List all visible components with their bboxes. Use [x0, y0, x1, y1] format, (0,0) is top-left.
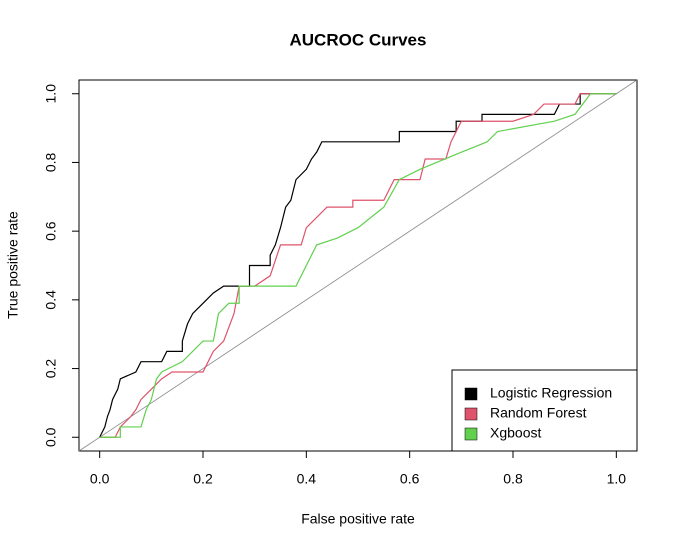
legend-label: Logistic Regression — [490, 385, 612, 401]
y-tick-label: 0.2 — [43, 359, 59, 379]
y-tick-label: 0.0 — [43, 427, 59, 447]
y-tick-label: 1.0 — [43, 84, 59, 104]
x-axis-label: False positive rate — [301, 511, 415, 527]
legend-label: Random Forest — [490, 405, 587, 421]
x-tick-label: 0.6 — [400, 471, 420, 487]
x-tick-label: 0.8 — [503, 471, 523, 487]
legend-swatch — [464, 427, 478, 441]
legend-box — [451, 369, 638, 452]
roc-curve — [99, 93, 617, 438]
roc-curve — [99, 93, 617, 438]
y-tick-label: 0.4 — [43, 290, 59, 310]
y-axis-label: True positive rate — [5, 211, 21, 319]
diagonal — [78, 79, 638, 452]
y-tick-label: 0.8 — [43, 153, 59, 173]
x-tick-label: 0.0 — [90, 471, 110, 487]
x-tick-label: 0.4 — [297, 471, 317, 487]
y-tick-label: 0.6 — [43, 221, 59, 241]
legend-swatch — [464, 407, 478, 421]
chart-title: AUCROC Curves — [290, 30, 427, 49]
x-tick-label: 0.2 — [193, 471, 213, 487]
legend-swatch — [464, 387, 478, 401]
legend-label: Xgboost — [490, 425, 541, 441]
roc-curve — [99, 93, 617, 438]
x-tick-label: 1.0 — [607, 471, 627, 487]
